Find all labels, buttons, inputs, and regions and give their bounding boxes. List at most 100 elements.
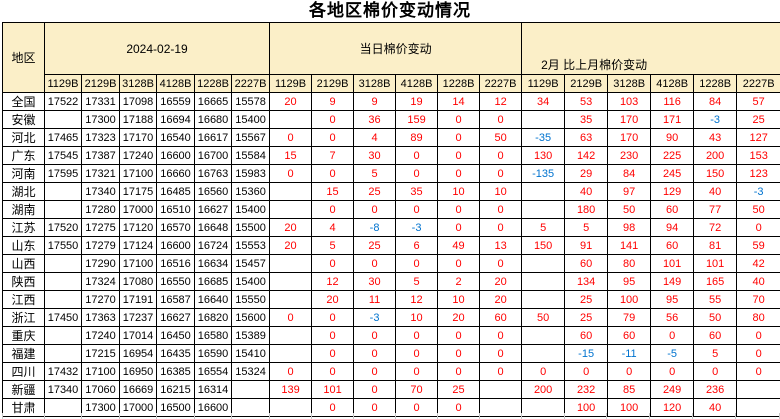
daily-change-cell: 0	[395, 146, 439, 165]
daily-change-cell: 50	[479, 128, 523, 147]
grade-header: 2129B	[81, 74, 120, 93]
region-cell: 福建	[2, 344, 45, 363]
daily-change-cell	[269, 110, 313, 129]
price-cell: 16385	[156, 362, 195, 381]
monthly-change-cell: 0	[736, 326, 780, 345]
daily-change-cell: 89	[395, 128, 439, 147]
price-cell: 16820	[194, 308, 232, 327]
price-cell: 16560	[194, 182, 232, 201]
monthly-change-cell: 40	[736, 272, 780, 291]
price-cell: 16314	[194, 380, 232, 399]
monthly-change-cell: 57	[736, 92, 780, 111]
region-cell: 重庆	[2, 326, 45, 345]
daily-change-cell: 0	[479, 344, 523, 363]
monthly-change-cell: -35	[521, 128, 566, 147]
daily-change-cell: 25	[437, 380, 481, 399]
monthly-change-cell	[736, 398, 780, 417]
daily-change-cell	[479, 398, 523, 417]
price-cell: 15500	[230, 218, 271, 237]
region-cell: 甘肃	[2, 398, 45, 417]
daily-change-cell: 13	[479, 236, 523, 255]
monthly-change-cell: 60	[650, 236, 695, 255]
price-cell: 16724	[194, 236, 232, 255]
monthly-change-cell: 5	[564, 218, 609, 237]
price-cell: 17215	[81, 344, 120, 363]
table-row: 河南 17595 17321 17100 16660 16763 15983 0 0 5 0 0 0 -1…	[2, 164, 780, 183]
daily-change-cell: 12	[311, 272, 355, 291]
daily-change-cell	[269, 398, 313, 417]
monthly-change-cell: 101	[693, 254, 738, 273]
table-row: 重庆 17240 17014 16450 16580 15389 0 0 0 0 0 60 60 0 60 0	[2, 326, 780, 345]
monthly-change-cell: 60	[564, 326, 609, 345]
region-column-header: 地区	[2, 22, 45, 93]
monthly-change-cell: -11	[607, 344, 652, 363]
daily-change-cell: 35	[395, 182, 439, 201]
region-cell: 四川	[2, 362, 45, 381]
daily-change-cell: 20	[437, 308, 481, 327]
price-cell	[44, 182, 82, 201]
price-cell: 17340	[81, 182, 120, 201]
price-cell: 16559	[156, 92, 195, 111]
monthly-change-cell: 0	[564, 362, 609, 381]
price-cell: 16954	[119, 344, 157, 363]
monthly-change-cell: 200	[693, 146, 738, 165]
price-cell: 15584	[230, 146, 271, 165]
table-row: 安徽 17300 17188 16694 16680 15400 0 36 159 0 0 35 170…	[2, 110, 780, 129]
daily-change-cell: -3	[395, 218, 439, 237]
monthly-change-cell: 5	[521, 218, 566, 237]
region-cell: 河北	[2, 128, 45, 147]
price-cell: 17080	[119, 272, 157, 291]
price-cell: 16550	[156, 272, 195, 291]
monthly-change-cell: 150	[693, 164, 738, 183]
daily-change-cell: 30	[353, 146, 397, 165]
daily-change-cell: 0	[311, 110, 355, 129]
monthly-change-cell: 90	[650, 128, 695, 147]
price-cell: 16215	[156, 380, 195, 399]
region-cell: 全国	[2, 92, 45, 111]
monthly-change-cell: 100	[607, 290, 652, 309]
monthly-change-cell: 225	[650, 146, 695, 165]
monthly-change-cell: 171	[650, 110, 695, 129]
price-cell: 15553	[230, 236, 271, 255]
monthly-change-cell: 100	[564, 398, 609, 417]
monthly-change-cell: 127	[736, 128, 780, 147]
daily-change-cell: 0	[437, 146, 481, 165]
daily-change-cell	[269, 200, 313, 219]
daily-change-cell	[479, 380, 523, 399]
gridline-stub	[396, 413, 438, 419]
daily-change-cell: 0	[311, 344, 355, 363]
grade-header: 3128B	[119, 74, 157, 93]
monthly-change-cell	[521, 290, 566, 309]
monthly-change-cell: 98	[607, 218, 652, 237]
gridline-stub	[354, 413, 396, 419]
daily-change-cell: 0	[311, 308, 355, 327]
daily-change-cell: 139	[269, 380, 313, 399]
daily-change-cell: -3	[353, 308, 397, 327]
daily-change-cell: 0	[479, 200, 523, 219]
price-cell: 15457	[230, 254, 271, 273]
price-cell: 17275	[81, 218, 120, 237]
monthly-change-cell: 123	[736, 164, 780, 183]
monthly-change-cell: 25	[564, 290, 609, 309]
price-cell: 17522	[44, 92, 82, 111]
price-cell: 15400	[230, 110, 271, 129]
price-cell	[44, 110, 82, 129]
price-cell: 17300	[81, 398, 120, 417]
price-cell: 17324	[81, 272, 120, 291]
daily-change-cell: 4	[311, 218, 355, 237]
daily-change-cell: 0	[437, 218, 481, 237]
table-row: 新疆 17340 17060 16669 16215 16314 139 101 0 70 25 20…	[2, 380, 780, 399]
price-cell: 16640	[194, 290, 232, 309]
daily-change-cell	[269, 272, 313, 291]
table-row: 全国 17522 17331 17098 16559 16665 15578 20 9 9 19 14…	[2, 92, 780, 111]
grade-header: 1228B	[194, 74, 232, 93]
monthly-change-cell: 40	[693, 182, 738, 201]
price-cell	[44, 200, 82, 219]
monthly-change-cell: 85	[607, 380, 652, 399]
gridline-stub	[82, 413, 120, 419]
daily-change-cell: 0	[479, 326, 523, 345]
price-cell: 15550	[230, 290, 271, 309]
monthly-change-cell: 150	[521, 236, 566, 255]
daily-change-cell: 0	[269, 308, 313, 327]
grade-header: 2227B	[736, 74, 780, 93]
